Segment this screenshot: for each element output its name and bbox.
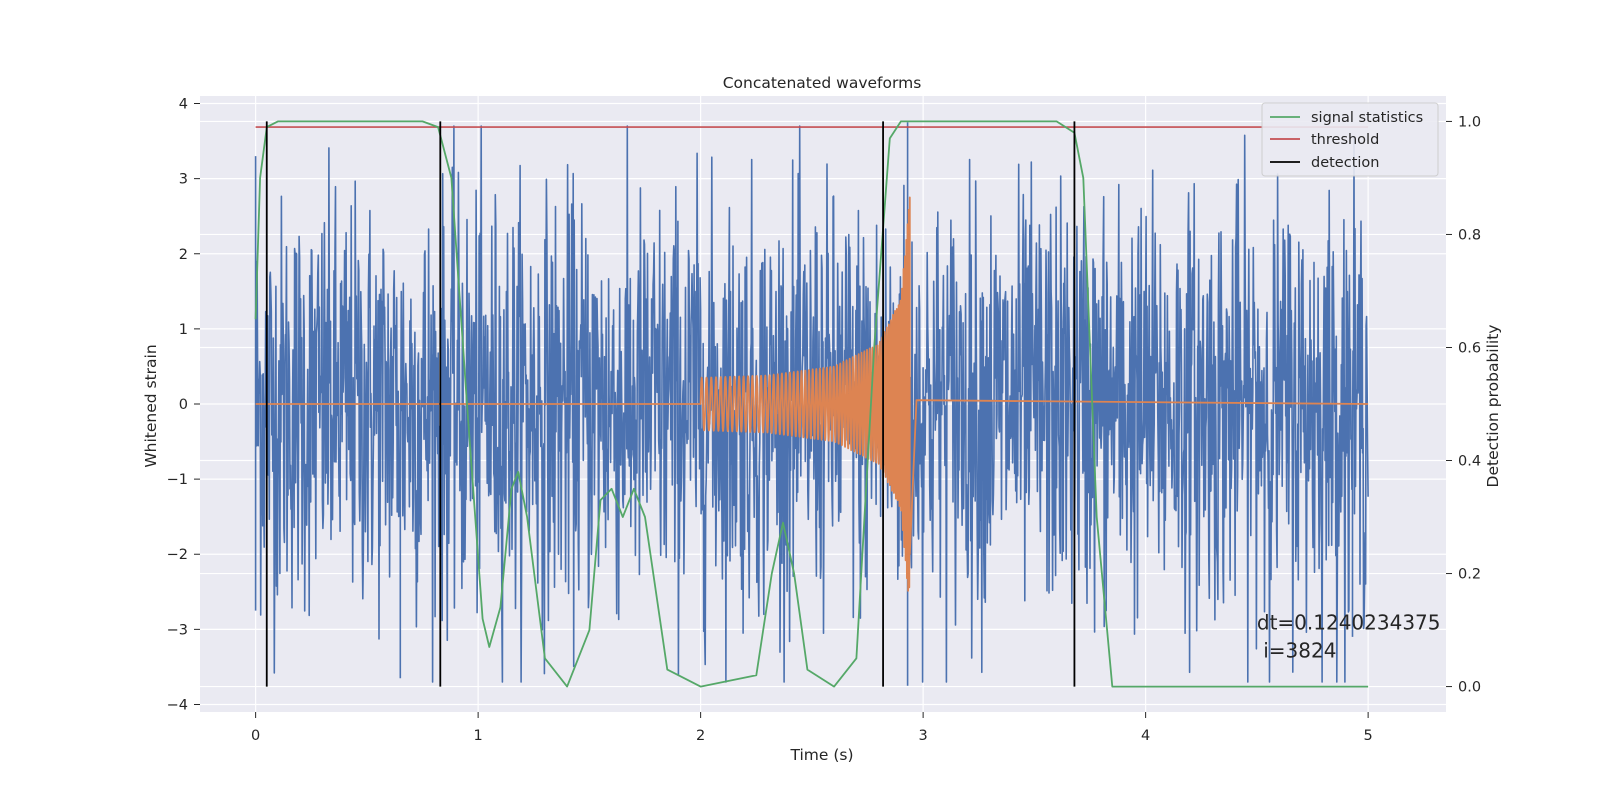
annotation-i: i=3824 <box>1257 638 1337 662</box>
y-right-tick-label: 1.0 <box>1458 114 1481 130</box>
series-layer <box>254 120 1369 688</box>
y-right-tick-label: 0.2 <box>1458 567 1481 583</box>
y-tick-label: 4 <box>179 97 188 113</box>
y-tick-label: 0 <box>179 397 188 413</box>
y-right-tick-label: 0.6 <box>1458 340 1481 356</box>
legend-label-signal-statistics: signal statistics <box>1311 110 1423 126</box>
x-tick-label: 1 <box>474 728 483 744</box>
y-tick-label: −3 <box>167 622 188 638</box>
axes: 0 1 2 3 4 5 −4 −3 −2 −1 0 1 2 3 4 0.0 0.2 0.4 0.6 0.8 1.0 <box>167 97 1481 744</box>
y-tick-label: −4 <box>167 697 188 713</box>
x-tick-label: 0 <box>251 728 260 744</box>
legend-label-detection: detection <box>1311 155 1379 171</box>
x-tick-label: 3 <box>919 728 928 744</box>
y-axis-label: Whitened strain <box>142 344 160 467</box>
y-tick-label: 3 <box>179 172 188 188</box>
chart-title: Concatenated waveforms <box>723 74 922 92</box>
x-tick-label: 5 <box>1364 728 1373 744</box>
y-right-tick-label: 0.0 <box>1458 680 1481 696</box>
y-tick-label: 2 <box>179 247 188 263</box>
y-right-tick-label: 0.4 <box>1458 454 1481 470</box>
x-tick-label: 2 <box>696 728 705 744</box>
legend-label-threshold: threshold <box>1311 132 1379 148</box>
y-tick-label: −2 <box>167 547 188 563</box>
signal-statistics-line <box>254 120 1369 688</box>
legend-box <box>1261 102 1439 177</box>
legend: signal statistics threshold detection <box>1261 102 1439 177</box>
y-axis-right-label: Detection probability <box>1484 325 1502 488</box>
y-tick-label: −1 <box>167 472 188 488</box>
x-axis-label: Time (s) <box>789 746 853 764</box>
y-right-tick-label: 0.8 <box>1458 227 1481 243</box>
x-tick-label: 4 <box>1141 728 1150 744</box>
injected-chirp-line <box>255 196 1369 592</box>
y-tick-label: 1 <box>179 322 188 338</box>
annotation-dt: dt=0.1240234375 <box>1257 610 1441 634</box>
